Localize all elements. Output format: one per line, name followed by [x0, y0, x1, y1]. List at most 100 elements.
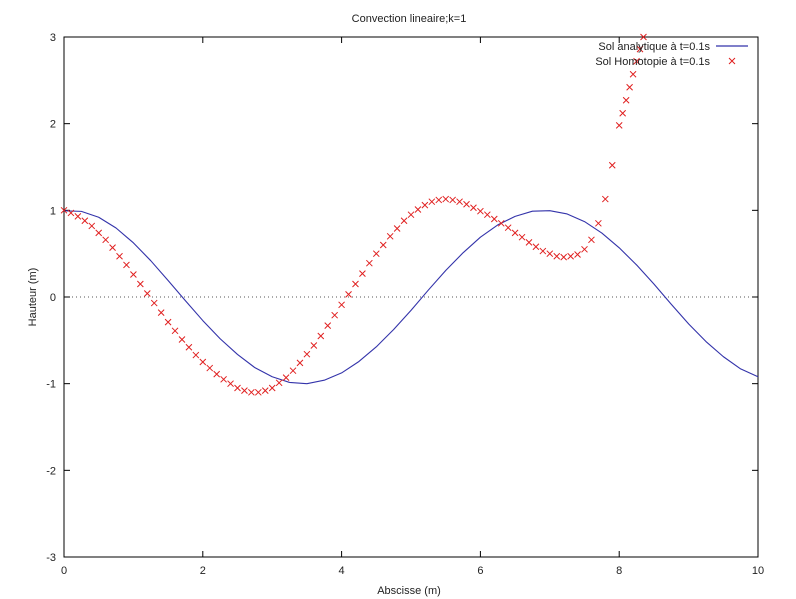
data-point	[588, 236, 595, 244]
data-point	[359, 270, 366, 277]
legend-marker-x	[728, 57, 736, 65]
data-point	[442, 195, 450, 203]
data-point	[615, 122, 623, 129]
legend-label-homotopie: Sol Homotopie à t=0.1s	[595, 56, 710, 68]
data-point	[268, 384, 276, 392]
y-axis-title: Hauteur (m)	[27, 268, 39, 327]
data-point	[123, 261, 130, 269]
data-point	[574, 251, 581, 258]
data-point	[532, 243, 540, 251]
data-point	[626, 83, 633, 91]
data-point	[324, 322, 332, 329]
series-line-analytique	[63, 210, 759, 385]
data-point	[143, 290, 151, 297]
data-point	[636, 45, 644, 53]
data-point	[310, 342, 318, 349]
y-tick-label: 0	[50, 292, 56, 304]
data-point	[428, 198, 436, 206]
data-point	[60, 206, 68, 214]
data-point	[407, 211, 415, 219]
data-point	[525, 239, 533, 246]
data-point	[470, 204, 477, 212]
data-point	[220, 375, 227, 383]
data-point	[539, 247, 547, 255]
legend: Sol analytique à t=0.1s Sol Homotopie à …	[595, 41, 748, 68]
data-point	[150, 299, 158, 307]
data-point	[640, 33, 647, 41]
data-point	[511, 229, 519, 237]
x-tick-label: 8	[616, 565, 622, 577]
x-tick-label: 2	[200, 565, 206, 577]
data-point	[171, 327, 179, 335]
data-point	[553, 252, 561, 260]
data-point	[567, 252, 574, 260]
data-point	[199, 358, 207, 366]
data-point	[372, 250, 380, 258]
data-point	[136, 280, 144, 288]
data-point	[178, 336, 186, 343]
data-point	[289, 367, 297, 375]
data-point	[477, 207, 484, 215]
data-point	[303, 350, 311, 358]
data-point	[275, 379, 283, 387]
data-point	[449, 196, 456, 204]
data-point	[248, 388, 255, 396]
x-tick-label: 10	[752, 565, 764, 577]
data-point	[560, 253, 568, 261]
data-point	[282, 374, 290, 381]
data-point	[518, 233, 526, 241]
data-point	[213, 370, 221, 378]
data-point	[331, 311, 339, 319]
data-point	[67, 209, 75, 217]
data-point	[352, 280, 359, 288]
data-point	[421, 201, 429, 209]
y-tick-label: -3	[46, 552, 56, 564]
data-point	[435, 196, 443, 204]
data-point	[414, 206, 422, 213]
x-axis-title: Abscisse (m)	[377, 585, 441, 597]
y-tick-label: 3	[50, 32, 56, 44]
data-point	[81, 217, 89, 225]
series-markers-homotopie	[60, 33, 647, 396]
data-point	[629, 70, 637, 78]
data-point	[622, 96, 630, 104]
data-point	[504, 224, 512, 232]
y-tick-label: -2	[46, 465, 56, 477]
data-point	[456, 198, 463, 206]
data-point	[192, 351, 200, 359]
x-tick-label: 6	[477, 565, 483, 577]
data-point	[601, 195, 609, 203]
data-point	[490, 215, 498, 223]
data-point	[483, 211, 491, 219]
data-point	[116, 252, 123, 260]
data-point	[366, 259, 373, 267]
x-tick-label: 4	[339, 565, 345, 577]
data-point	[102, 236, 109, 244]
data-point	[338, 301, 345, 309]
data-point	[581, 245, 588, 253]
data-point	[393, 225, 401, 232]
legend-swatch-homotopie	[728, 57, 736, 65]
data-point	[227, 380, 234, 388]
data-point	[633, 57, 640, 65]
data-point	[296, 359, 304, 367]
data-point	[164, 318, 172, 326]
data-point	[400, 217, 408, 225]
data-point	[379, 241, 387, 249]
data-point	[185, 343, 193, 351]
data-point	[157, 309, 165, 316]
data-point	[345, 291, 352, 298]
data-point	[206, 364, 214, 372]
data-point	[386, 232, 394, 240]
x-tick-label: 0	[61, 565, 67, 577]
data-point	[130, 271, 137, 278]
data-point	[241, 387, 248, 394]
data-point	[254, 388, 262, 396]
data-point	[595, 219, 602, 227]
data-point	[619, 109, 627, 117]
legend-label-analytique: Sol analytique à t=0.1s	[598, 41, 710, 53]
data-point	[234, 384, 241, 392]
data-point	[546, 250, 554, 258]
y-tick-label: -1	[46, 379, 56, 391]
